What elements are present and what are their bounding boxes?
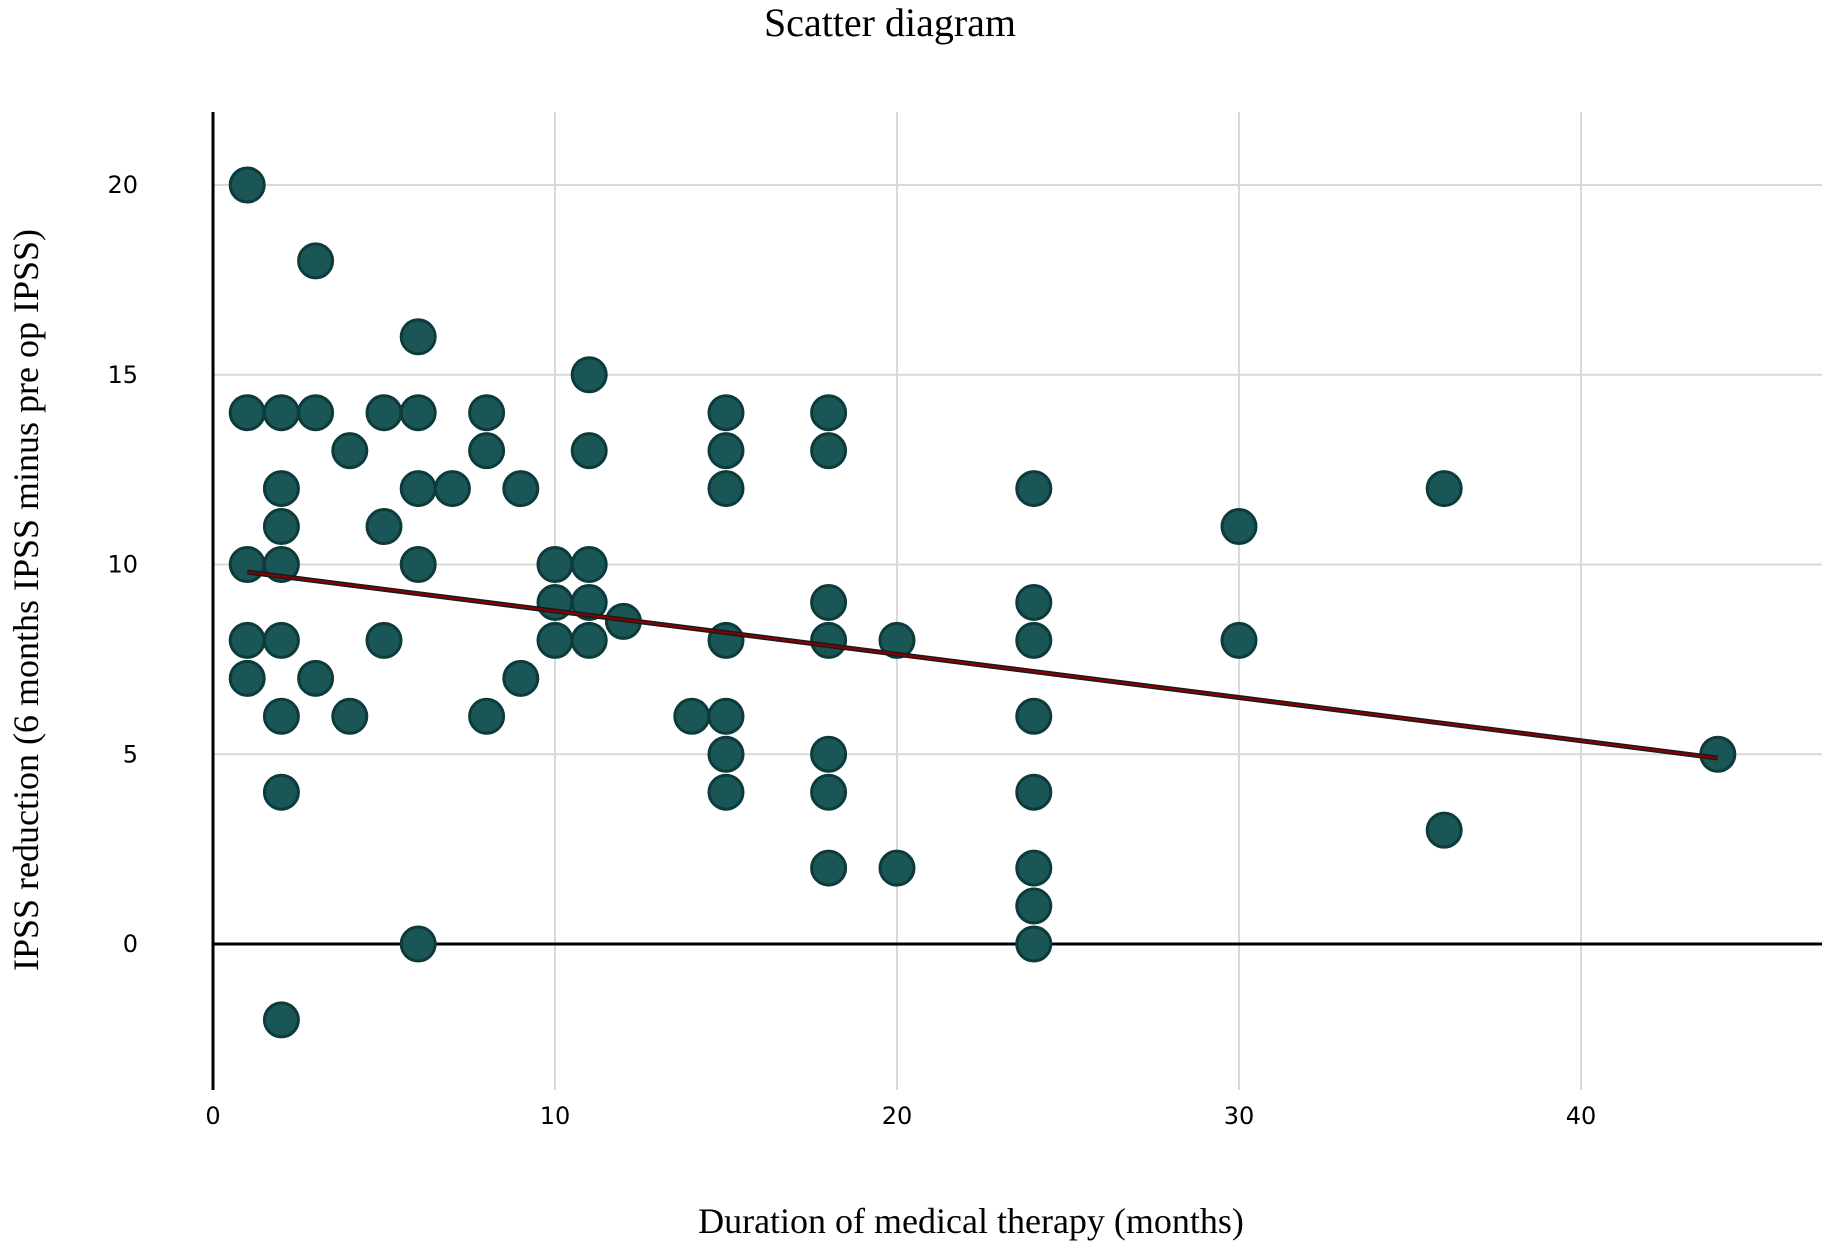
tick-labels: 0 10 20 30 40 0 5 10 15 20 [107,171,1596,1130]
data-point [810,773,848,811]
fit-line-group [246,569,1719,761]
data-point [810,735,848,773]
data-point [331,432,369,470]
data-point [502,659,540,697]
y-tick-label: 15 [107,361,138,389]
data-point [810,849,848,887]
data-point [810,394,848,432]
data-point [365,508,403,546]
x-axis-label: Duration of medical therapy (months) [698,1201,1244,1241]
data-point [399,546,437,583]
x-tick-label: 10 [540,1102,571,1130]
data-point [570,356,608,394]
data-point [570,621,608,659]
data-point [468,697,506,735]
data-point [1015,849,1053,887]
data-point [331,697,369,735]
data-point [570,546,608,583]
data-point [1220,508,1258,546]
data-point [1015,583,1053,621]
data-point [810,432,848,470]
data-point [262,697,300,735]
data-point [810,583,848,621]
data-point [262,508,300,546]
data-point [228,546,266,583]
data-point [262,394,300,432]
data-point [262,470,300,508]
data-point [228,659,266,697]
y-tick-label: 10 [107,551,138,579]
data-point [707,697,745,735]
data-point [262,621,300,659]
data-point [707,773,745,811]
data-point [1425,811,1463,849]
data-point [570,583,608,621]
data-point [707,735,745,773]
data-point [536,621,574,659]
data-points [228,166,1737,1039]
data-point [399,470,437,508]
data-point [399,394,437,432]
y-axis-label: IPSS reduction (6 months IPSS minus pre … [6,229,46,971]
data-point [297,242,335,280]
data-point [878,849,916,887]
data-point [570,432,608,470]
data-point [1425,470,1463,508]
chart-title: Scatter diagram [764,0,1016,45]
data-point [707,432,745,470]
data-point [878,621,916,659]
data-point [502,470,540,508]
data-point [399,925,437,963]
data-point [399,318,437,356]
data-point [228,621,266,659]
data-point [365,394,403,432]
x-tick-label: 0 [205,1102,220,1130]
data-point [433,470,471,508]
data-point [536,546,574,583]
data-point [707,470,745,508]
data-point [707,394,745,432]
data-point [1015,621,1053,659]
y-tick-label: 5 [123,740,138,768]
x-tick-label: 20 [882,1102,913,1130]
fit-line [247,571,1718,760]
data-point [810,621,848,659]
x-tick-label: 30 [1224,1102,1255,1130]
data-point [228,394,266,432]
data-point [468,394,506,432]
data-point [365,621,403,659]
data-point [297,394,335,432]
data-point [1015,470,1053,508]
data-point [297,659,335,697]
x-tick-label: 40 [1566,1102,1597,1130]
data-point [228,166,266,204]
gridlines [213,112,1822,1090]
data-point [468,432,506,470]
data-point [1015,925,1053,963]
data-point [1015,773,1053,811]
data-point [1220,621,1258,659]
data-point [1015,697,1053,735]
data-point [707,621,745,659]
data-point [673,697,711,735]
data-point [262,773,300,811]
data-point [1015,887,1053,925]
data-point [262,1001,300,1039]
y-tick-label: 20 [107,171,138,199]
y-tick-label: 0 [123,930,138,958]
